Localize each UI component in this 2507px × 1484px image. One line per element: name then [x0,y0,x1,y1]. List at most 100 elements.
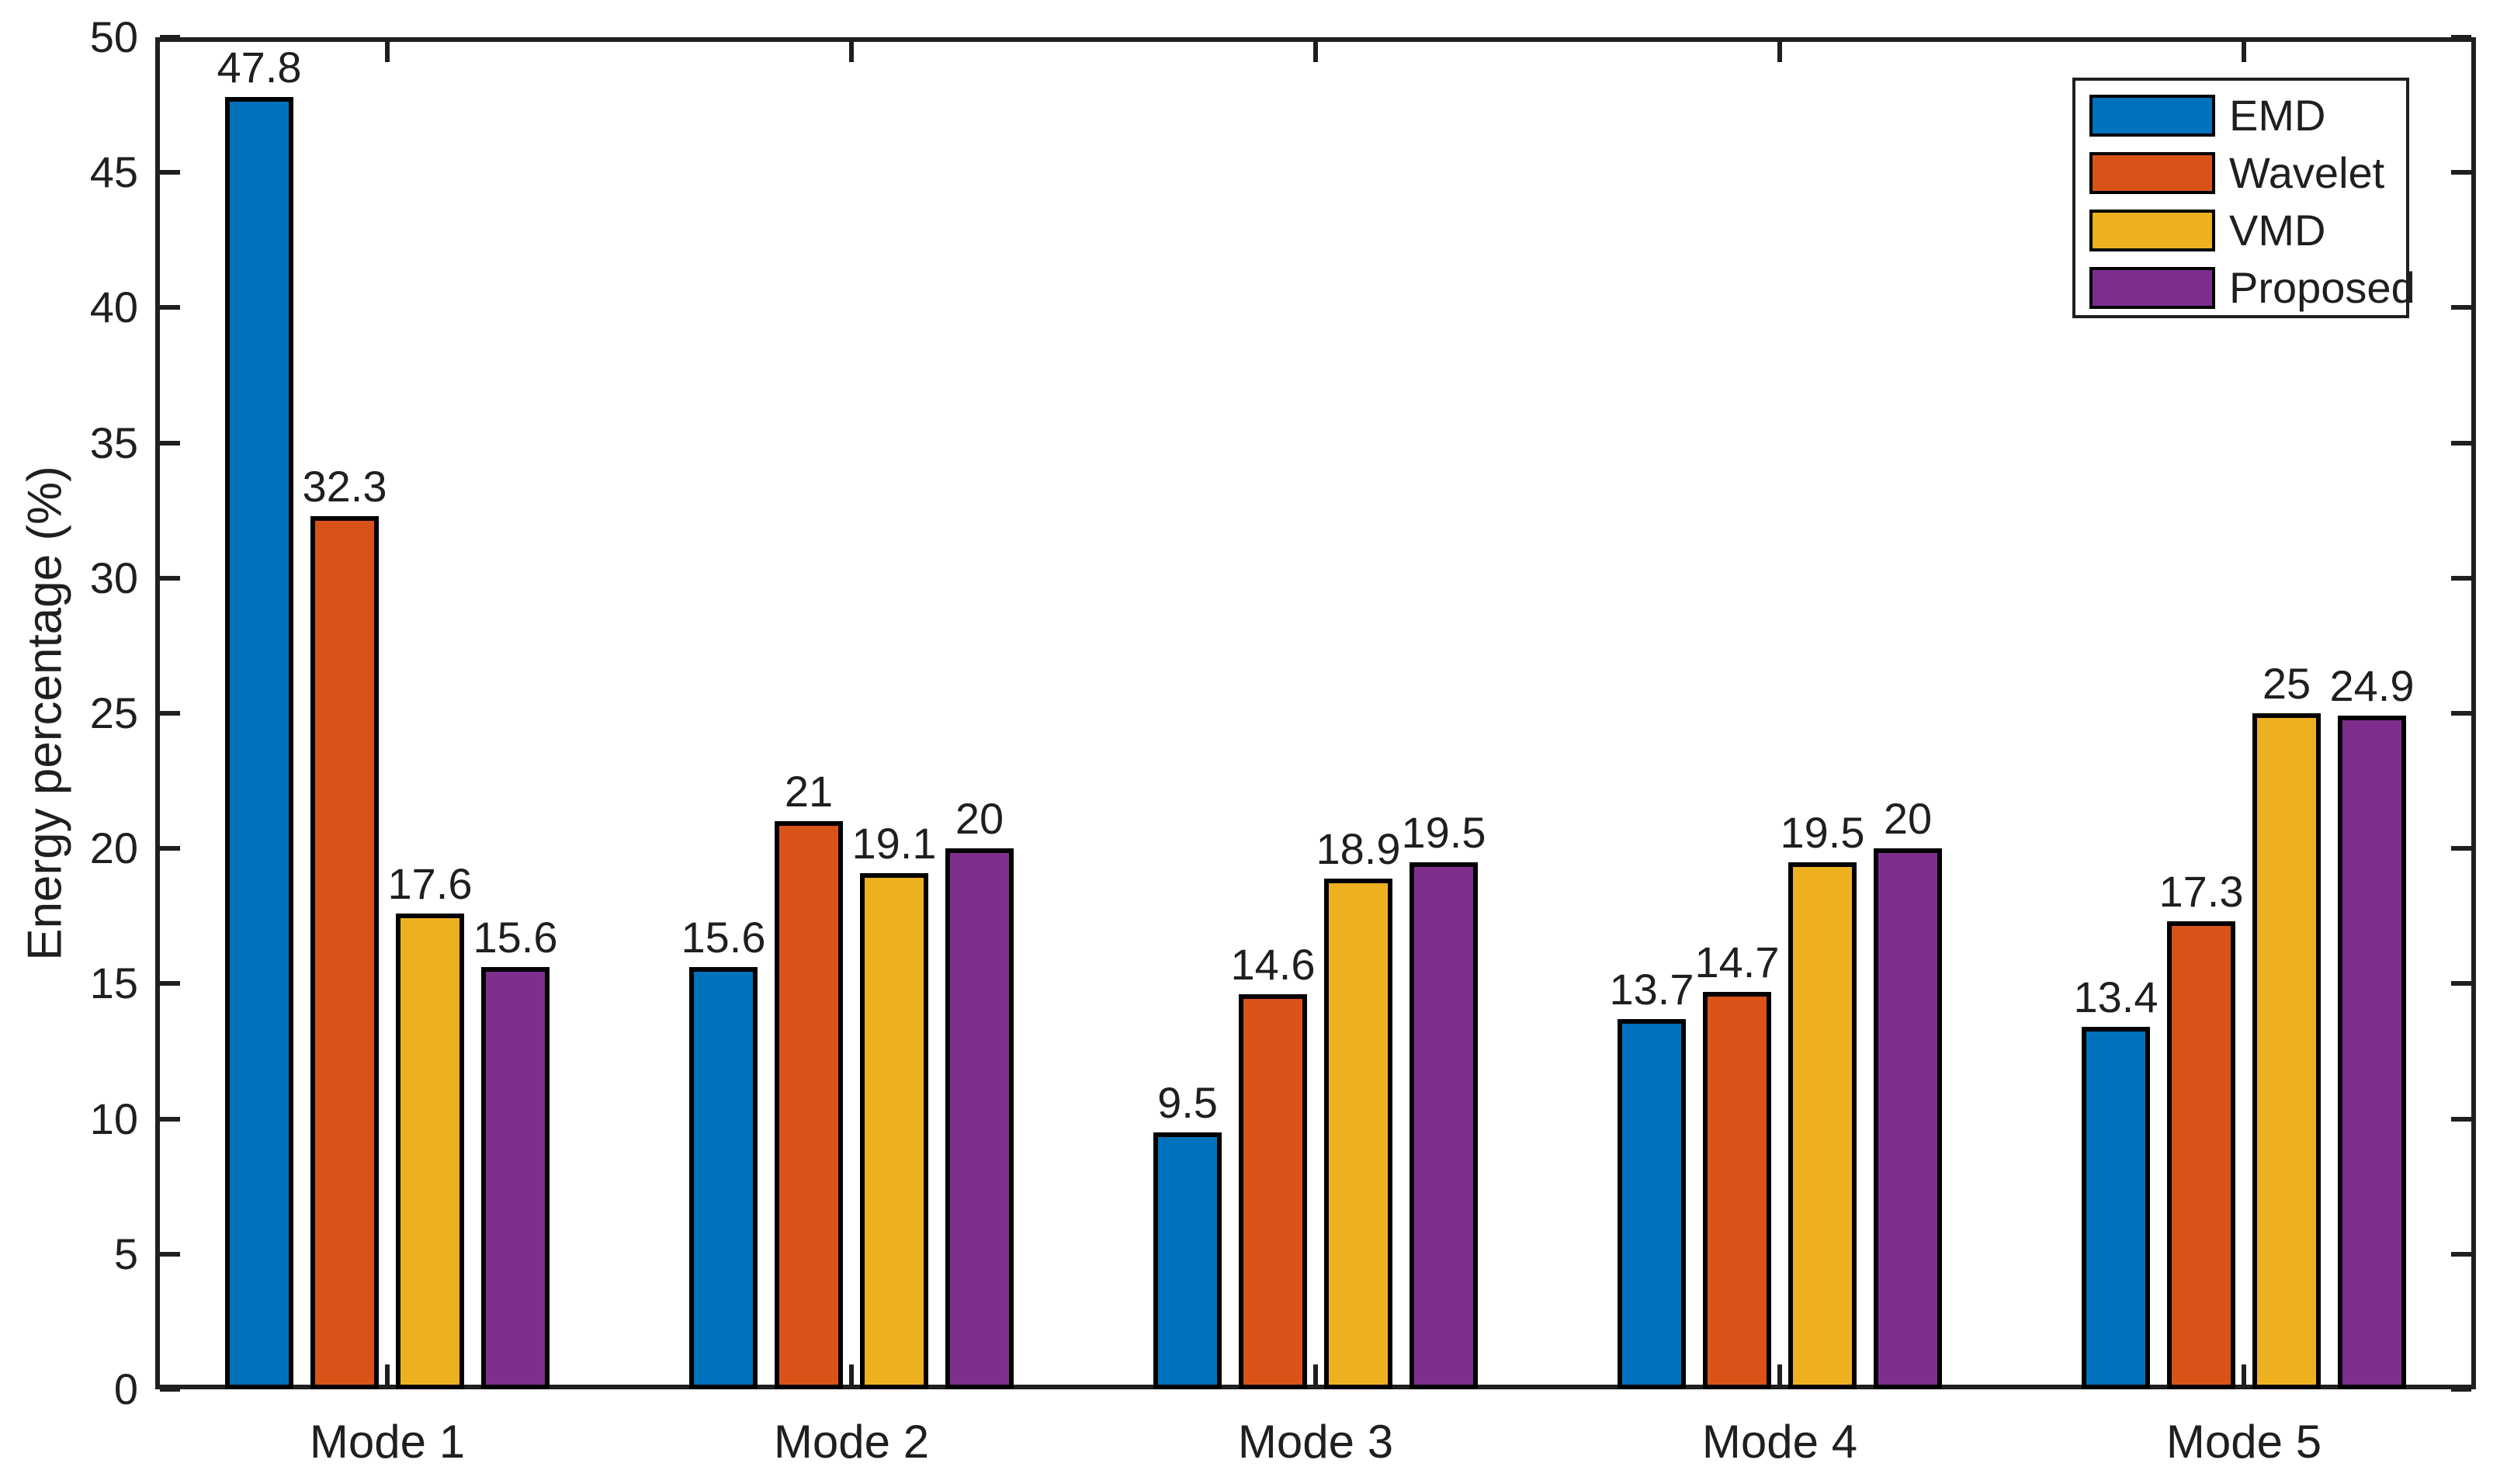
y-axis-tick-right [2451,440,2471,446]
bar-value-label: 25 [2262,659,2311,708]
x-axis-tick-top [2242,42,2246,62]
x-tick-label: Mode 1 [309,1416,466,1468]
bar-proposed-mode-5 [2338,716,2406,1389]
legend-row-proposed: Proposed [2075,266,2415,310]
legend-label: Proposed [2229,263,2415,312]
y-tick-label: 20 [89,823,138,873]
y-axis-tick [160,575,180,581]
bar-proposed-mode-1 [481,967,550,1389]
y-tick-label: 40 [89,283,138,332]
bar-proposed-mode-2 [945,848,1014,1389]
bar-emd-mode-1 [225,96,293,1389]
bar-emd-mode-5 [2082,1027,2150,1389]
y-axis-tick [160,35,180,40]
bar-value-label: 15.6 [681,913,766,962]
bar-value-label: 21 [784,767,834,817]
bar-value-label: 20 [1883,794,1933,844]
y-tick-label: 10 [89,1094,138,1143]
legend-swatch-proposed [2089,267,2215,309]
y-axis-tick-right [2451,711,2471,716]
bar-wavelet-mode-4 [1703,991,1771,1389]
y-axis-tick-right [2451,575,2471,581]
y-tick-label: 25 [89,688,138,737]
bar-value-label: 9.5 [1157,1078,1218,1128]
y-axis-tick [160,846,180,851]
y-axis-tick [160,170,180,175]
bar-vmd-mode-4 [1788,862,1857,1389]
y-tick-label: 30 [89,553,138,602]
x-tick-label: Mode 5 [2165,1416,2322,1468]
legend-swatch-wavelet [2089,152,2215,194]
legend-label: Wavelet [2229,148,2385,197]
bar-vmd-mode-1 [396,913,464,1389]
bar-proposed-mode-3 [1410,862,1478,1389]
y-axis-tick-right [2451,1251,2471,1257]
bar-value-label: 14.6 [1230,940,1316,990]
legend-row-wavelet: Wavelet [2075,148,2406,197]
y-axis-tick [160,711,180,716]
legend-label: EMD [2229,91,2326,140]
y-axis-tick-right [2451,1387,2471,1392]
x-axis-tick [1777,1364,1782,1385]
bar-value-label: 20 [955,794,1004,844]
bar-value-label: 17.6 [387,858,473,908]
legend-label: VMD [2229,206,2326,255]
x-tick-label: Mode 4 [1701,1416,1858,1468]
bar-value-label: 17.3 [2159,867,2244,917]
y-axis-tick-right [2451,35,2471,40]
legend-row-emd: EMD [2075,91,2406,140]
bar-wavelet-mode-1 [310,515,379,1389]
legend-row-vmd: VMD [2075,206,2406,255]
x-axis-tick [849,1364,854,1385]
y-axis-tick-right [2451,846,2471,851]
bar-value-label: 13.4 [2073,973,2159,1022]
x-axis-tick-top [849,42,854,62]
x-tick-label: Mode 2 [773,1416,930,1468]
x-axis-tick-top [1313,42,1318,62]
bar-wavelet-mode-5 [2167,921,2235,1389]
bar-vmd-mode-3 [1324,878,1392,1389]
x-axis-tick-top [385,42,390,62]
x-axis-tick [385,1364,390,1385]
y-axis-tick-right [2451,170,2471,175]
y-axis-tick-right [2451,981,2471,986]
y-axis-tick [160,1387,180,1392]
x-axis-tick [2242,1364,2246,1385]
y-tick-label: 45 [89,147,138,197]
bar-value-label: 18.9 [1316,823,1401,873]
bar-vmd-mode-5 [2252,713,2321,1389]
y-tick-label: 15 [89,959,138,1008]
bar-value-label: 14.7 [1694,937,1780,986]
legend-swatch-vmd [2089,210,2215,251]
bar-wavelet-mode-2 [775,821,843,1389]
x-tick-label: Mode 3 [1237,1416,1394,1468]
y-axis-tick [160,1251,180,1257]
y-axis-tick [160,440,180,446]
bar-emd-mode-3 [1153,1132,1222,1389]
y-axis-tick [160,981,180,986]
bar-value-label: 15.6 [473,913,558,962]
y-axis-tick-right [2451,1116,2471,1122]
bar-value-label: 19.5 [1401,807,1486,857]
bar-value-label: 32.3 [302,461,387,511]
legend: EMD Wavelet VMD Proposed [2072,78,2415,318]
y-axis-tick [160,1116,180,1122]
bar-emd-mode-4 [1618,1018,1686,1389]
x-axis-tick-top [1777,42,1782,62]
bar-value-label: 19.5 [1780,807,1865,857]
y-axis-tick-right [2451,305,2471,310]
bar-value-label: 24.9 [2329,661,2415,711]
bar-wavelet-mode-3 [1239,994,1307,1389]
y-tick-label: 0 [113,1364,138,1413]
y-tick-label: 5 [113,1229,138,1278]
y-tick-label: 35 [89,418,138,467]
bar-vmd-mode-2 [860,872,928,1389]
y-tick-label: 50 [89,12,138,61]
x-axis-tick [1313,1364,1318,1385]
legend-swatch-emd [2089,95,2215,137]
bar-value-label: 47.8 [217,42,302,92]
bar-proposed-mode-4 [1874,848,1942,1389]
bar-value-label: 13.7 [1609,964,1694,1014]
bar-value-label: 19.1 [851,818,937,868]
